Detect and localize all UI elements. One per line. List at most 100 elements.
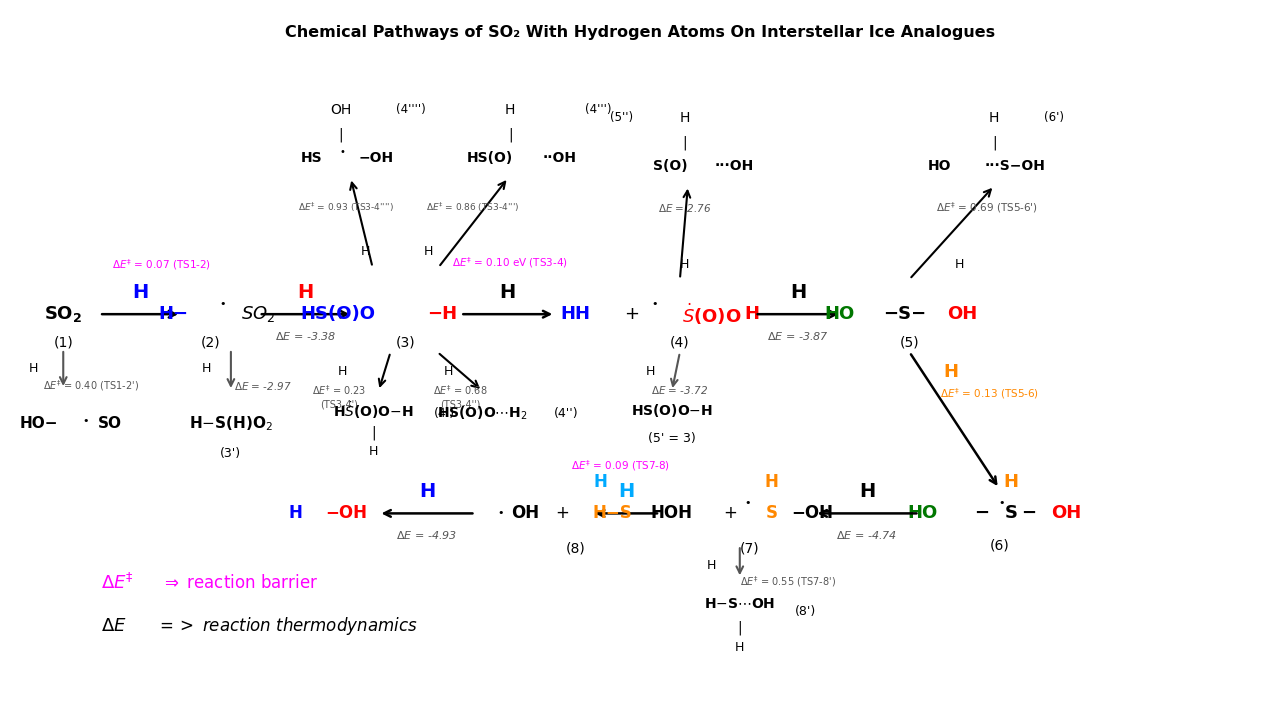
Text: OH: OH xyxy=(1051,505,1081,523)
Text: H: H xyxy=(500,283,515,302)
Text: $\Delta E^{\ddagger}$ = 0.10 eV (TS3-4): $\Delta E^{\ddagger}$ = 0.10 eV (TS3-4) xyxy=(453,255,568,270)
Text: $\Rightarrow$ reaction barrier: $\Rightarrow$ reaction barrier xyxy=(161,574,318,592)
Text: H: H xyxy=(593,472,608,490)
Text: (5''): (5'') xyxy=(610,111,633,124)
Text: HO: HO xyxy=(824,305,854,323)
Text: $\Delta E$ = -3.38: $\Delta E$ = -3.38 xyxy=(275,330,336,342)
Text: (TS3-4'): (TS3-4') xyxy=(320,400,358,410)
Text: (4''''): (4'''') xyxy=(395,104,426,116)
Text: •: • xyxy=(652,299,659,309)
Text: S: S xyxy=(1005,505,1018,523)
Text: +: + xyxy=(555,505,569,523)
Text: H: H xyxy=(679,111,691,125)
Text: HS(O): HS(O) xyxy=(467,151,513,165)
Text: H: H xyxy=(944,363,959,381)
Text: (4''): (4'') xyxy=(554,407,579,421)
Text: |: | xyxy=(738,620,742,635)
Text: H: H xyxy=(707,559,716,572)
Text: H: H xyxy=(28,362,38,375)
Text: H: H xyxy=(765,472,779,490)
Text: +: + xyxy=(723,505,737,523)
Text: (2): (2) xyxy=(201,335,221,349)
Text: $\Delta E$ = -3.87: $\Delta E$ = -3.87 xyxy=(767,330,829,342)
Text: $\Delta E^{\ddagger}$ = 0.93 (TS3-4''''): $\Delta E^{\ddagger}$ = 0.93 (TS3-4'''') xyxy=(298,201,394,214)
Text: HS(O)O: HS(O)O xyxy=(301,305,376,323)
Text: $\Delta E$ = 2.76: $\Delta E$ = 2.76 xyxy=(659,201,711,214)
Text: ··OH: ··OH xyxy=(542,151,577,165)
Text: $\Delta E$ = -4.74: $\Delta E$ = -4.74 xyxy=(836,529,898,541)
Text: (7): (7) xyxy=(741,541,760,555)
Text: •: • xyxy=(498,508,504,518)
Text: (6): (6) xyxy=(990,539,1009,552)
Text: $\Delta E^{\ddagger}$ = 0.68: $\Delta E^{\ddagger}$ = 0.68 xyxy=(434,383,487,397)
Text: S: S xyxy=(766,505,778,523)
Text: $SO_2$: $SO_2$ xyxy=(240,304,275,324)
Text: ···OH: ···OH xyxy=(715,159,755,173)
Text: $\Delta E^{\ddagger}$ = 0.69 (TS5-6'): $\Delta E^{\ddagger}$ = 0.69 (TS5-6') xyxy=(936,200,1039,215)
Text: $\Delta E$ = -4.93: $\Delta E$ = -4.93 xyxy=(396,529,458,541)
Text: $\Delta E^{\ddagger}$ = 0.86 (TS3-4'''): $\Delta E^{\ddagger}$ = 0.86 (TS3-4''') xyxy=(426,201,519,214)
Text: (5): (5) xyxy=(899,335,920,349)
Text: −OH: −OH xyxy=(326,505,367,523)
Text: OH: OH xyxy=(330,103,352,117)
Text: (TS3-4''): (TS3-4'') xyxy=(440,400,481,410)
Text: H: H xyxy=(423,245,434,258)
Text: |: | xyxy=(339,127,343,142)
Text: (1): (1) xyxy=(54,335,73,349)
Text: H: H xyxy=(1004,472,1018,490)
Text: H: H xyxy=(132,283,148,302)
Text: H: H xyxy=(418,482,435,501)
Text: HOH: HOH xyxy=(651,505,693,523)
Text: $\Delta E^{\ddagger}$ = 0.13 (TS5-6): $\Delta E^{\ddagger}$ = 0.13 (TS5-6) xyxy=(940,387,1039,401)
Text: HS(O)O$-$H: HS(O)O$-$H xyxy=(631,403,712,419)
Text: $\Delta E^{\ddagger}$: $\Delta E^{\ddagger}$ xyxy=(101,573,134,593)
Text: (8'): (8') xyxy=(794,605,816,618)
Text: $\Delta E^{\ddagger}$ = 0.07 (TS1-2): $\Delta E^{\ddagger}$ = 0.07 (TS1-2) xyxy=(111,257,211,272)
Text: (8): (8) xyxy=(565,541,585,555)
Text: SO: SO xyxy=(98,416,123,431)
Text: (5' = 3): (5' = 3) xyxy=(648,432,696,445)
Text: HS: HS xyxy=(301,151,322,165)
Text: H: H xyxy=(790,283,806,302)
Text: $\Delta E$ = -3.72: $\Delta E$ = -3.72 xyxy=(651,384,709,396)
Text: HO: HO xyxy=(907,505,938,523)
Text: H: H xyxy=(618,482,634,501)
Text: H: H xyxy=(505,103,515,117)
Text: H: H xyxy=(744,305,760,323)
Text: $\mathbf{SO_2}$: $\mathbf{SO_2}$ xyxy=(45,304,82,324)
Text: −: − xyxy=(1022,505,1037,523)
Text: H: H xyxy=(954,258,964,271)
Text: H$-$S(H)O$_2$: H$-$S(H)O$_2$ xyxy=(189,414,272,433)
Text: H: H xyxy=(338,365,348,378)
Text: $\Delta E^{\ddagger}$ = 0.40 (TS1-2'): $\Delta E^{\ddagger}$ = 0.40 (TS1-2') xyxy=(43,378,139,393)
Text: •: • xyxy=(220,299,226,309)
Text: $\Delta E^{\ddagger}$ = 0.23: $\Delta E^{\ddagger}$ = 0.23 xyxy=(312,383,366,397)
Text: H: H xyxy=(989,111,999,125)
Text: |: | xyxy=(508,127,513,142)
Text: (4'''): (4''') xyxy=(585,104,611,116)
Text: S(O): S(O) xyxy=(652,159,687,173)
Text: H: H xyxy=(859,482,875,501)
Text: $\Delta E^{\ddagger}$ = 0.55 (TS7-8'): $\Delta E^{\ddagger}$ = 0.55 (TS7-8') xyxy=(739,574,835,589)
Text: |: | xyxy=(371,426,376,440)
Text: −OH: −OH xyxy=(358,151,394,165)
Text: H: H xyxy=(298,283,313,302)
Text: HH: HH xyxy=(560,305,590,323)
Text: •: • xyxy=(340,147,345,157)
Text: $=>$ reaction thermodynamics: $=>$ reaction thermodynamics xyxy=(156,615,417,637)
Text: H: H xyxy=(646,365,655,378)
Text: (3): (3) xyxy=(395,335,416,349)
Text: H: H xyxy=(289,505,303,523)
Text: (3'): (3') xyxy=(220,447,242,460)
Text: OH: OH xyxy=(512,505,540,523)
Text: −S−: −S− xyxy=(883,305,926,323)
Text: OH: OH xyxy=(948,305,977,323)
Text: $\Delta E^{\ddagger}$ = 0.09 (TS7-8): $\Delta E^{\ddagger}$ = 0.09 (TS7-8) xyxy=(570,458,670,473)
Text: Chemical Pathways of SO₂ With Hydrogen Atoms On Interstellar Ice Analogues: Chemical Pathways of SO₂ With Hydrogen A… xyxy=(285,25,995,40)
Text: HO: HO xyxy=(927,159,952,173)
Text: H: H xyxy=(201,362,211,375)
Text: |: | xyxy=(683,136,687,150)
Text: +: + xyxy=(624,305,640,323)
Text: H: H xyxy=(735,641,744,654)
Text: −OH: −OH xyxy=(792,505,834,523)
